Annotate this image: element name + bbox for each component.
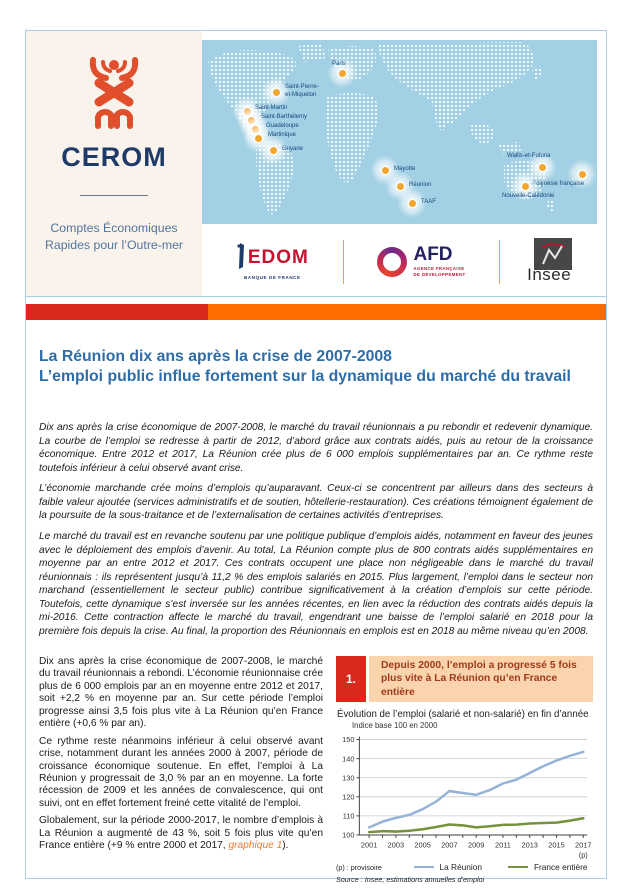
- svg-text:2017: 2017: [575, 841, 591, 850]
- map-label-saint-barthelemy: Saint-Barthélemy: [261, 114, 308, 120]
- body-paragraph: Ce rythme reste néanmoins inférieur à ce…: [39, 735, 323, 809]
- chart-source: Source : Insee, estimations annuelles d’…: [336, 875, 485, 885]
- afd-logo: AFD AGENCE FRANÇAISE DE DÉVELOPPEMENT: [377, 245, 465, 278]
- map-marker-saint-pierre-et-miquelon: [272, 88, 280, 96]
- intro-paragraph: Le marché du travail est en revanche sou…: [39, 530, 593, 637]
- map-label-taaf: TAAF: [421, 199, 436, 205]
- svg-text:110: 110: [343, 812, 355, 821]
- map-label-wallis-et-futuna: Wallis-et-Futuna: [507, 153, 551, 159]
- panel-divider: [80, 195, 148, 196]
- afd-ring-icon: [377, 246, 408, 277]
- map-label-martinique: Martinique: [268, 132, 297, 138]
- iedom-pen-icon: [237, 243, 244, 269]
- svg-text:2005: 2005: [414, 841, 430, 850]
- map-marker-taaf: [408, 199, 416, 207]
- world-map: Paris Saint-Pierre- et-Miquelon Saint-Mart…: [202, 40, 597, 224]
- map-marker-nouvelle-caledonie: [521, 182, 529, 190]
- map-label-saint-pierre-et-miquelon: Saint-Pierre- et-Miquelon: [285, 84, 319, 98]
- intro-paragraph: L’économie marchande crée moins d’emploi…: [39, 483, 593, 522]
- logo-separator: [499, 239, 501, 284]
- accent-bar: [26, 304, 606, 320]
- legend-line-icon: [413, 865, 434, 869]
- svg-text:2001: 2001: [361, 841, 377, 850]
- map-label-nouvelle-caledonie: Nouvelle-Calédonie: [502, 193, 555, 199]
- accent-bar-orange: [208, 304, 606, 320]
- header: CEROM Comptes Économiques Rapides pour l…: [26, 31, 606, 297]
- svg-text:2007: 2007: [441, 841, 457, 850]
- map-label-guadeloupe: Guadeloupe: [266, 123, 299, 129]
- body-text-column: Dix ans après la crise économique de 200…: [39, 656, 323, 884]
- map-label-guyane: Guyane: [282, 146, 304, 152]
- svg-text:2009: 2009: [468, 841, 484, 850]
- chart-box-header: 1. Depuis 2000, l’emploi a progressé 5 f…: [336, 656, 593, 703]
- legend-item-reunion: La Réunion: [413, 862, 482, 872]
- svg-text:100: 100: [342, 831, 354, 840]
- legend-line-icon: [507, 865, 528, 869]
- cerom-tagline: Comptes Économiques Rapides pour l’Outre…: [44, 221, 184, 252]
- body-paragraph: Globalement, sur la période 2000-2017, l…: [39, 815, 323, 852]
- svg-text:(p): (p): [579, 850, 588, 859]
- cerom-wordmark: CEROM: [61, 142, 167, 172]
- insee-logo: Insee: [527, 238, 573, 285]
- map-marker-polynesie-francaise: [578, 170, 586, 178]
- page-title: La Réunion dix ans après la crise de 200…: [39, 347, 597, 386]
- chart-box: 1. Depuis 2000, l’emploi a progressé 5 f…: [336, 656, 593, 884]
- map-label-mayotte: Mayotte: [394, 166, 416, 172]
- body-columns: Dix ans après la crise économique de 200…: [39, 656, 593, 884]
- insee-square-icon: [534, 238, 573, 270]
- map-marker-martinique: [254, 134, 262, 142]
- employment-index-chart: 100 110 120 130 140 150 2001 2003 2005 2007 2009 20…: [342, 735, 591, 859]
- svg-text:2003: 2003: [388, 841, 404, 850]
- accent-bar-red: [26, 304, 208, 320]
- map-marker-reunion: [396, 182, 404, 190]
- cerom-logo-icon: [26, 57, 202, 134]
- map-marker-guyane: [269, 146, 277, 154]
- page-frame: CEROM Comptes Économiques Rapides pour l…: [25, 30, 607, 884]
- svg-text:120: 120: [342, 793, 354, 802]
- map-marker-mayotte: [381, 166, 389, 174]
- chart-heading: Depuis 2000, l’emploi a progressé 5 fois…: [369, 656, 593, 703]
- map-marker-wallis-et-futuna: [538, 163, 546, 171]
- partner-logos: EDOM BANQUE DE FRANCE AFD AGENCE FRANÇAI…: [202, 227, 606, 296]
- body-paragraph: Dix ans après la crise économique de 200…: [39, 656, 323, 730]
- chart-footnote-provisoire: (p) : provisoire: [336, 862, 382, 872]
- svg-text:2015: 2015: [548, 841, 564, 850]
- title-line1: La Réunion dix ans après la crise de 200…: [39, 348, 392, 365]
- graphique-1-link[interactable]: graphique 1: [228, 840, 283, 852]
- legend-item-france: France entière: [507, 862, 587, 872]
- map-label-saint-martin: Saint-Martin: [255, 105, 288, 111]
- map-marker-paris: [338, 69, 346, 77]
- logo-separator: [342, 239, 344, 284]
- intro-abstract: Dix ans après la crise économique de 200…: [39, 421, 593, 645]
- svg-text:140: 140: [342, 754, 354, 763]
- intro-paragraph: Dix ans après la crise économique de 200…: [39, 422, 593, 474]
- chart-number-badge: 1.: [336, 656, 366, 703]
- iedom-logo: EDOM BANQUE DE FRANCE: [236, 243, 309, 280]
- cerom-panel: CEROM Comptes Économiques Rapides pour l…: [26, 31, 202, 296]
- chart-title: Évolution de l’emploi (salarié et non-sa…: [337, 709, 589, 721]
- title-line2: L’emploi public influe fortement sur la …: [39, 367, 571, 385]
- map-label-polynesie-francaise: Polynésie française: [532, 181, 585, 187]
- map-label-paris: Paris: [332, 61, 346, 67]
- svg-text:2013: 2013: [522, 841, 538, 850]
- chart-legend-row: (p) : provisoire La Réunion France entiè…: [336, 862, 593, 872]
- chart-legend: La Réunion France entière: [408, 862, 593, 872]
- series-line-0: [367, 750, 585, 829]
- svg-text:150: 150: [342, 735, 354, 744]
- chart-subtitle: Indice base 100 en 2000: [352, 721, 438, 731]
- svg-text:130: 130: [342, 773, 354, 782]
- series-line-1: [367, 817, 585, 834]
- map-label-reunion: Réunion: [409, 182, 432, 188]
- svg-text:2011: 2011: [495, 841, 511, 850]
